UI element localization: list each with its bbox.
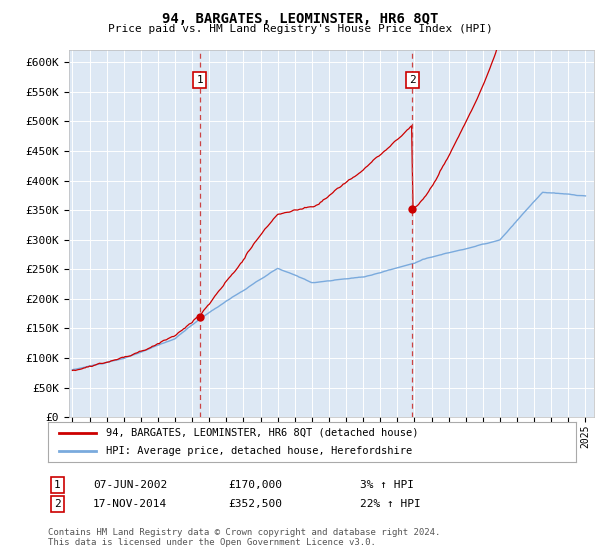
Text: Price paid vs. HM Land Registry's House Price Index (HPI): Price paid vs. HM Land Registry's House … bbox=[107, 24, 493, 34]
Text: 07-JUN-2002: 07-JUN-2002 bbox=[93, 480, 167, 490]
Text: £352,500: £352,500 bbox=[228, 499, 282, 509]
Text: 94, BARGATES, LEOMINSTER, HR6 8QT (detached house): 94, BARGATES, LEOMINSTER, HR6 8QT (detac… bbox=[106, 428, 419, 437]
Text: 1: 1 bbox=[196, 75, 203, 85]
Text: 22% ↑ HPI: 22% ↑ HPI bbox=[360, 499, 421, 509]
Text: 3% ↑ HPI: 3% ↑ HPI bbox=[360, 480, 414, 490]
Text: 94, BARGATES, LEOMINSTER, HR6 8QT: 94, BARGATES, LEOMINSTER, HR6 8QT bbox=[162, 12, 438, 26]
Text: 2: 2 bbox=[409, 75, 416, 85]
Text: 1: 1 bbox=[54, 480, 61, 490]
Text: 17-NOV-2014: 17-NOV-2014 bbox=[93, 499, 167, 509]
Text: £170,000: £170,000 bbox=[228, 480, 282, 490]
Text: 2: 2 bbox=[54, 499, 61, 509]
Text: HPI: Average price, detached house, Herefordshire: HPI: Average price, detached house, Here… bbox=[106, 446, 412, 456]
Text: Contains HM Land Registry data © Crown copyright and database right 2024.
This d: Contains HM Land Registry data © Crown c… bbox=[48, 528, 440, 547]
